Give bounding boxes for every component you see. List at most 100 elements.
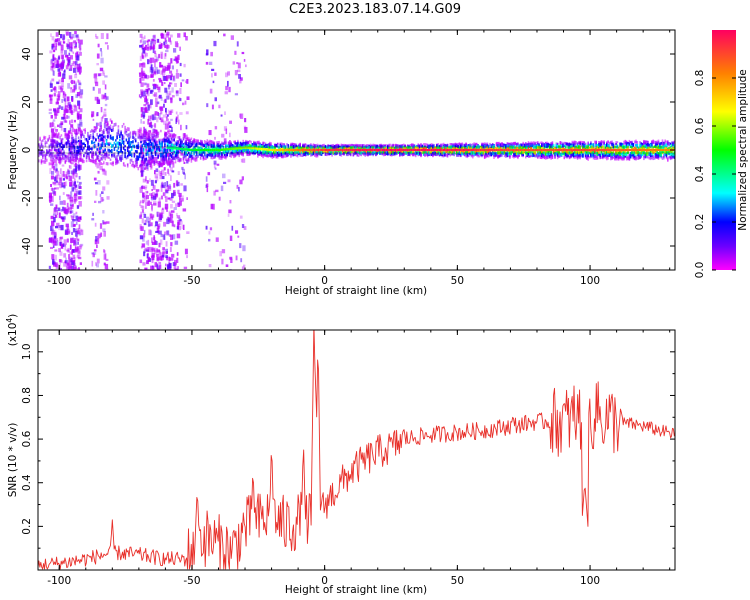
ridge-core-cell [337,148,340,152]
ridge-cell [229,149,231,152]
ridge-cell [55,145,57,148]
noise-cell [74,196,78,201]
ridge-cell [111,155,113,158]
noise-cell [59,241,62,246]
noise-cell [181,225,184,230]
noise-cell [50,196,54,203]
ridge-core-cell [367,148,369,152]
noise-cell [149,193,152,196]
ridge-core-cell [177,147,179,150]
noise-cell [67,169,70,176]
ridge-cell [207,150,210,154]
noise-cell [74,31,77,35]
ridge-cell [209,139,211,143]
ridge-cell [298,146,300,149]
ridge-cell [128,153,130,156]
ridge-cell [241,150,243,154]
ridge-cell [424,143,426,146]
noise-cell [100,117,103,122]
ridge-cell [57,148,60,151]
ridge-cell [400,145,402,149]
noise-cell [70,257,73,262]
ridge-core-cell [271,148,274,152]
ridge-cell [404,144,406,148]
ridge-cell [108,131,110,135]
ridge-cell [296,150,299,154]
noise-cell [56,60,60,66]
noise-cell [95,36,99,39]
ridge-cell [242,147,244,151]
ridge-cell [125,156,128,160]
noise-cell [75,211,78,215]
ridge-cell [124,125,126,129]
ridge-cell [364,144,367,148]
ridge-core-cell [326,148,328,152]
ridge-cell [213,151,215,156]
ridge-core-cell [381,148,384,152]
ridge-cell [223,142,226,145]
ridge-cell [134,157,137,162]
noise-cell [158,80,163,83]
ridge-cell [310,153,312,157]
noise-cell [165,107,167,113]
noise-cell [234,70,238,76]
ridge-cell [344,144,347,148]
noise-cell [94,222,97,227]
ridge-cell [115,139,117,142]
ridge-cell [270,146,272,150]
noise-cell [205,176,208,182]
noise-cell [152,128,155,133]
ridge-cell [111,120,113,124]
ridge-cell [230,154,232,158]
ridge-cell [396,152,398,155]
noise-cell [79,245,82,250]
ridge-cell [168,144,170,147]
noise-cell [241,176,244,181]
noise-cell [145,147,148,152]
noise-cell [63,182,66,186]
noise-cell [61,216,65,220]
noise-cell [67,115,70,119]
noise-cell [53,241,57,246]
ridge-cell [117,147,120,150]
noise-cell [76,205,80,209]
noise-cell [62,92,66,99]
ridge-cell [172,138,174,142]
ridge-cell [343,145,345,148]
noise-cell [166,208,168,212]
ridge-cell [389,143,392,147]
noise-cell [229,120,232,124]
ridge-cell [239,143,242,147]
noise-cell [66,238,69,243]
ridge-cell [152,136,154,140]
ridge-cell [38,159,40,163]
noise-cell [223,181,227,184]
noise-cell [64,54,68,58]
ridge-cell [209,143,211,146]
noise-cell [73,198,77,203]
noise-cell [154,170,156,175]
ridge-cell [80,139,83,144]
ridge-core-cell [448,148,450,152]
ridge-cell [262,150,264,155]
noise-cell [175,73,179,79]
noise-cell [150,64,153,70]
noise-cell [50,246,54,249]
noise-cell [52,259,55,265]
noise-cell [161,169,165,175]
ridge-cell [64,155,67,160]
noise-cell [149,145,154,150]
ridge-cell [414,153,417,158]
ridge-cell [116,159,118,163]
ridge-cell [406,152,409,157]
ridge-cell [292,152,295,155]
ridge-cell [72,139,75,144]
noise-cell [145,74,148,78]
noise-cell [139,259,143,264]
noise-cell [59,262,61,269]
noise-cell [142,62,146,68]
noise-cell [143,46,146,51]
noise-cell [102,70,105,74]
ridge-core-cell [272,148,275,152]
ridge-core-cell [292,148,295,152]
